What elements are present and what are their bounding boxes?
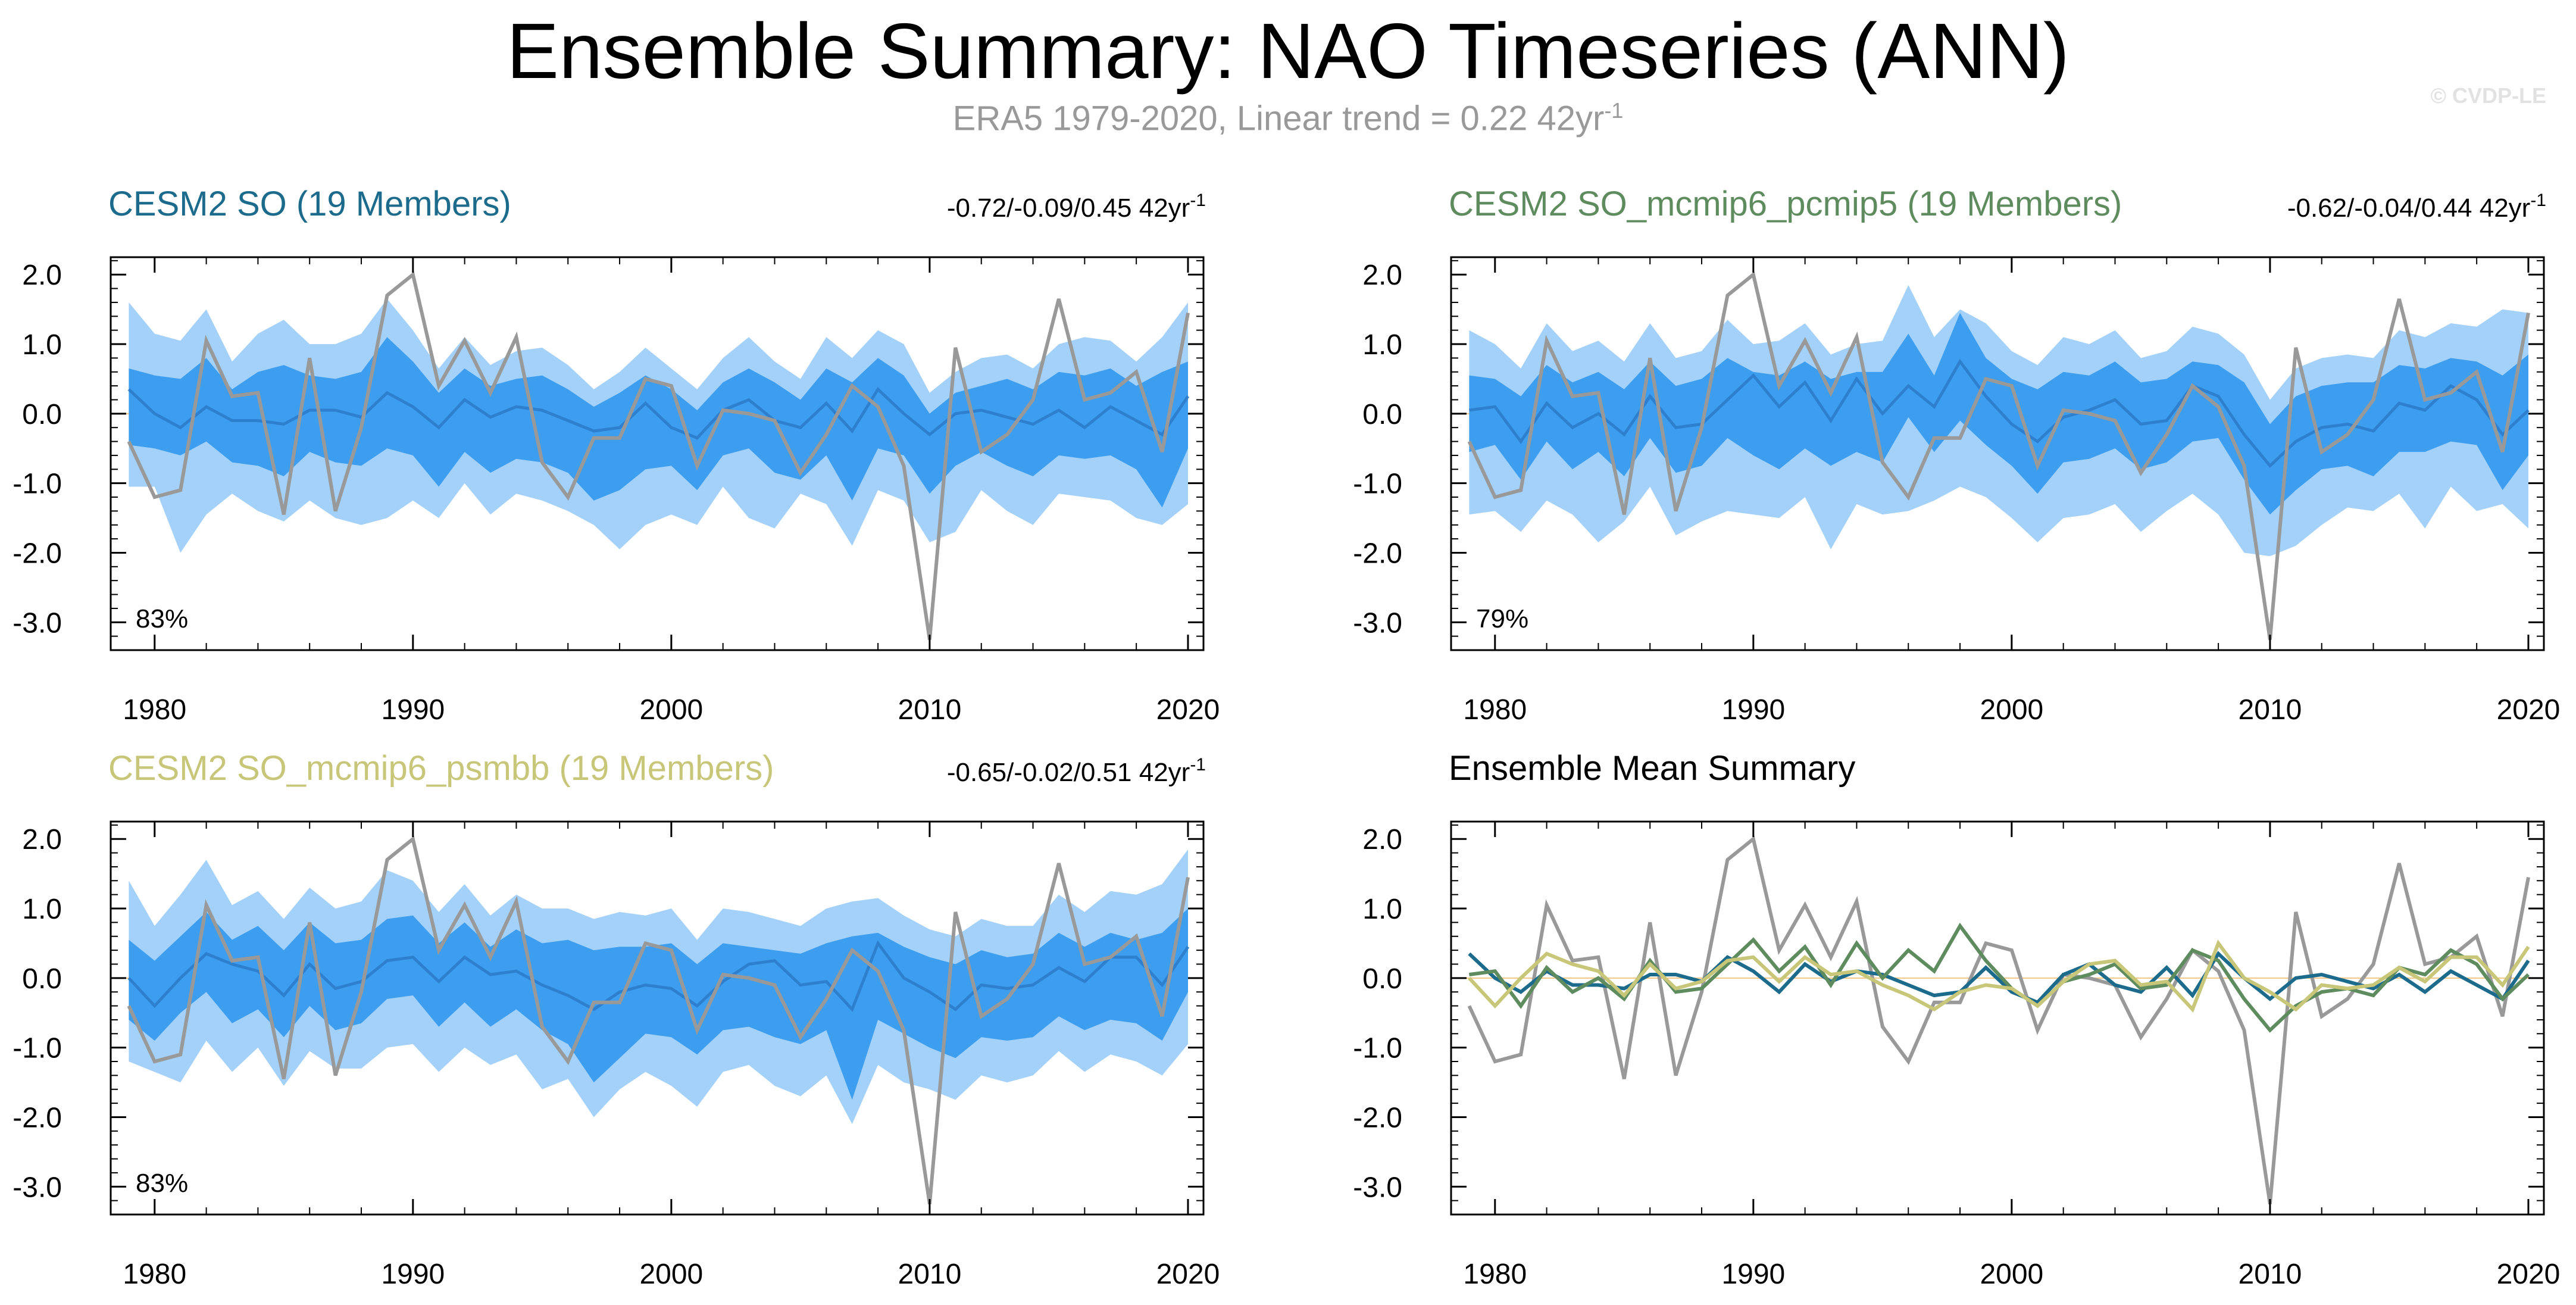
y-tick-label: -1.0 bbox=[12, 1033, 62, 1064]
panel-1: CESM2 SO (19 Members) -0.72/-0.09/0.45 42… bbox=[12, 185, 1220, 726]
figure-title: Ensemble Summary: NAO Timeseries (ANN) bbox=[507, 7, 2069, 95]
panel-title: Ensemble Mean Summary bbox=[1449, 749, 1855, 788]
y-tick-label: -3.0 bbox=[12, 1172, 62, 1203]
y-tick-label: 0.0 bbox=[22, 399, 62, 430]
y-tick-label: 0.0 bbox=[22, 963, 62, 995]
y-tick-label: -3.0 bbox=[1353, 607, 1402, 639]
series-line-1 bbox=[1467, 835, 2530, 1204]
panel-stats: -0.65/-0.02/0.51 42yr-1 bbox=[947, 755, 1206, 787]
subtitle-text: ERA5 1979-2020, Linear trend = 0.22 42yr bbox=[952, 99, 1605, 138]
panel-stats-value: -0.65/-0.02/0.51 42yr bbox=[947, 758, 1190, 787]
panel-2: CESM2 SO_mcmip6_pcmip5 (19 Members) -0.62… bbox=[1353, 185, 2560, 726]
panel-title: CESM2 SO (19 Members) bbox=[108, 185, 511, 223]
y-tick-label: -2.0 bbox=[12, 1102, 62, 1134]
x-tick-label: 2020 bbox=[2497, 1259, 2561, 1290]
y-tick-label: -3.0 bbox=[12, 607, 62, 639]
panel-4: Ensemble Mean Summary 2.0 1.0 0.0 -1.0 -2.0 -3… bbox=[1353, 749, 2560, 1290]
percent-label: 83% bbox=[136, 604, 188, 633]
x-tick-label: 2010 bbox=[2239, 694, 2302, 726]
era5-obs-line bbox=[1467, 271, 2530, 640]
series-line-2 bbox=[1468, 951, 2530, 1005]
inner-spread-band bbox=[129, 908, 1188, 1100]
x-tick-label: 2000 bbox=[1980, 1259, 2043, 1290]
panel-title: CESM2 SO_mcmip6_pcmip5 (19 Members) bbox=[1449, 185, 2122, 223]
x-tick-label: 2020 bbox=[2497, 694, 2561, 726]
y-tick-label: 2.0 bbox=[22, 824, 62, 856]
x-tick-label: 2000 bbox=[639, 1259, 703, 1290]
x-tick-label: 1980 bbox=[123, 1259, 186, 1290]
x-tick-label: 2020 bbox=[1156, 1259, 1220, 1290]
y-tick-label: 1.0 bbox=[22, 329, 62, 361]
x-tick-label: 2000 bbox=[639, 694, 703, 726]
plot-frame bbox=[1450, 256, 2545, 651]
plot-frame bbox=[110, 256, 1205, 651]
y-tick-label: -2.0 bbox=[12, 538, 62, 569]
watermark: © CVDP-LE bbox=[2430, 83, 2546, 108]
inner-spread-band bbox=[1469, 313, 2528, 515]
y-tick-label: 0.0 bbox=[1362, 963, 1402, 995]
era5-obs-line bbox=[127, 835, 1190, 1204]
era5-obs-line bbox=[127, 271, 1190, 640]
panel-title: CESM2 SO_mcmip6_psmbb (19 Members) bbox=[108, 749, 774, 788]
ensemble-mean-line bbox=[127, 940, 1190, 1013]
y-tick-label: -2.0 bbox=[1353, 538, 1402, 569]
y-tick-label: 2.0 bbox=[1362, 824, 1402, 856]
y-tick-label: 1.0 bbox=[22, 894, 62, 925]
subtitle-exponent: -1 bbox=[1604, 98, 1624, 123]
panel-stats-exponent: -1 bbox=[1190, 191, 1206, 210]
x-tick-label: 1990 bbox=[381, 1259, 445, 1290]
y-tick-label: -2.0 bbox=[1353, 1102, 1402, 1134]
series-line-4 bbox=[1468, 939, 2530, 1013]
panel-stats-value: -0.72/-0.09/0.45 42yr bbox=[947, 193, 1190, 223]
y-tick-label: 1.0 bbox=[1362, 329, 1402, 361]
panel-stats: -0.62/-0.04/0.44 42yr-1 bbox=[2287, 191, 2546, 223]
percent-label: 83% bbox=[136, 1169, 188, 1198]
y-tick-label: -3.0 bbox=[1353, 1172, 1402, 1203]
figure-subtitle: ERA5 1979-2020, Linear trend = 0.22 42yr… bbox=[0, 98, 2576, 138]
x-tick-label: 1980 bbox=[123, 694, 186, 726]
x-tick-label: 1990 bbox=[381, 694, 445, 726]
y-tick-label: -1.0 bbox=[1353, 469, 1402, 500]
x-tick-label: 2000 bbox=[1980, 694, 2043, 726]
y-tick-label: -1.0 bbox=[1353, 1033, 1402, 1064]
x-tick-label: 2010 bbox=[2239, 1259, 2302, 1290]
inner-spread-band bbox=[129, 337, 1188, 508]
x-tick-label: 1990 bbox=[1721, 1259, 1785, 1290]
panel-3: CESM2 SO_mcmip6_psmbb (19 Members) -0.65/… bbox=[12, 749, 1220, 1290]
ensemble-mean-line bbox=[127, 386, 1190, 440]
panel-stats: -0.72/-0.09/0.45 42yr-1 bbox=[947, 191, 1206, 223]
y-tick-label: 2.0 bbox=[1362, 260, 1402, 291]
x-tick-label: 1980 bbox=[1463, 694, 1527, 726]
x-tick-label: 2020 bbox=[1156, 694, 1220, 726]
plot-frame bbox=[110, 820, 1205, 1216]
y-tick-label: 2.0 bbox=[22, 260, 62, 291]
y-tick-label: -1.0 bbox=[12, 469, 62, 500]
x-tick-label: 2010 bbox=[898, 1259, 962, 1290]
x-tick-label: 1980 bbox=[1463, 1259, 1527, 1290]
plot-frame bbox=[1450, 820, 2545, 1216]
x-tick-label: 1990 bbox=[1721, 694, 1785, 726]
panel-stats-value: -0.62/-0.04/0.44 42yr bbox=[2287, 193, 2530, 223]
panel-stats-exponent: -1 bbox=[2530, 191, 2546, 210]
percent-label: 79% bbox=[1476, 604, 1528, 633]
y-tick-label: 1.0 bbox=[1362, 894, 1402, 925]
x-tick-label: 2010 bbox=[898, 694, 962, 726]
ensemble-mean-line bbox=[1469, 358, 2530, 469]
panel-stats-exponent: -1 bbox=[1190, 755, 1206, 775]
y-tick-label: 0.0 bbox=[1362, 399, 1402, 430]
